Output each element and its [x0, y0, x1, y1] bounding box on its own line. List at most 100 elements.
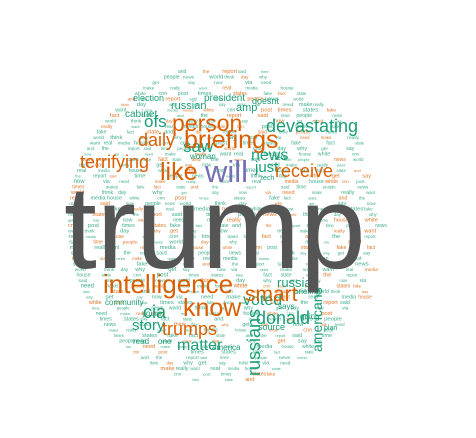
filler-word: white — [158, 168, 169, 173]
filler-word: day — [220, 306, 228, 311]
filler-word: want — [90, 141, 101, 147]
filler-word: world — [293, 97, 304, 102]
filler-word: and — [305, 234, 314, 240]
filler-word: post — [284, 207, 294, 213]
filler-word: news — [155, 278, 166, 283]
word-cia: cia — [143, 302, 167, 322]
filler-word: time — [107, 278, 115, 283]
filler-word: via — [245, 80, 253, 86]
filler-word: say — [212, 190, 220, 195]
filler-word: states — [303, 108, 319, 114]
filler-word: cnn — [342, 179, 349, 184]
filler-word: times — [202, 234, 216, 240]
filler-word: time — [281, 113, 290, 118]
filler-word: make — [143, 86, 155, 91]
filler-word: said — [79, 278, 88, 284]
filler-word: state — [280, 234, 290, 239]
filler-word: now — [293, 322, 304, 328]
word-going: going — [300, 312, 320, 321]
filler-word: fake — [300, 168, 309, 173]
filler-word: said — [238, 69, 247, 74]
filler-word: via — [324, 240, 330, 245]
filler-word: said — [251, 157, 261, 163]
filler-word: say — [314, 278, 322, 283]
filler-word: need — [280, 361, 291, 366]
filler-word: get — [170, 229, 178, 235]
filler-word: states — [106, 185, 119, 190]
filler-word: get — [332, 174, 340, 180]
filler-word: really — [313, 102, 325, 107]
filler-word: fake — [97, 130, 107, 136]
filler-word: make — [165, 152, 177, 157]
filler-word: times — [295, 124, 309, 130]
filler-word: people — [164, 75, 180, 81]
filler-word: need — [173, 218, 184, 224]
filler-word: think — [283, 251, 295, 257]
word-president: president — [204, 93, 245, 104]
filler-word: state — [183, 317, 193, 322]
filler-word: now — [217, 267, 226, 272]
filler-word: world — [317, 289, 330, 295]
filler-word: state — [239, 300, 247, 305]
filler-word: house — [334, 218, 349, 224]
filler-word: make — [161, 344, 171, 349]
filler-word: news — [151, 306, 163, 312]
filler-word: report — [189, 289, 200, 294]
filler-word: think — [224, 75, 235, 81]
filler-word: white — [223, 245, 233, 250]
filler-word: why — [134, 267, 145, 273]
filler-word: now — [123, 218, 133, 224]
filler-word: want — [220, 179, 230, 184]
filler-word: need — [261, 80, 272, 86]
filler-word: want — [250, 218, 259, 223]
filler-word: report — [222, 69, 237, 75]
filler-word: white — [233, 284, 249, 290]
filler-word: world — [168, 240, 183, 246]
filler-word: the — [165, 289, 172, 294]
filler-word: via — [276, 135, 282, 140]
filler-word: said — [277, 262, 287, 268]
filler-word: and — [178, 69, 187, 75]
filler-word: white — [324, 179, 338, 185]
filler-word: now — [74, 179, 86, 185]
filler-word: the — [249, 317, 255, 322]
filler-word: think — [331, 289, 341, 294]
filler-word: get — [181, 190, 187, 195]
filler-word: really — [261, 295, 273, 300]
filler-word: and — [190, 185, 198, 190]
filler-word: times — [189, 273, 199, 278]
filler-word: say — [183, 267, 191, 272]
filler-word: states — [276, 168, 289, 174]
filler-word: want — [154, 284, 164, 289]
filler-word: get — [198, 361, 207, 367]
filler-word: media — [342, 295, 357, 301]
filler-word: state — [176, 185, 186, 190]
word-doesnt: doesnt — [252, 96, 280, 106]
filler-word: post — [158, 350, 168, 355]
filler-word: people — [167, 174, 183, 180]
filler-word: get — [309, 201, 315, 206]
filler-word: white — [215, 124, 226, 129]
filler-word: real — [252, 179, 261, 185]
filler-word: fact — [317, 168, 325, 173]
filler-word: via — [342, 306, 349, 312]
filler-word: the — [133, 212, 140, 217]
filler-word: time — [220, 355, 229, 360]
filler-word: house — [282, 344, 295, 349]
filler-word: house — [201, 124, 215, 130]
filler-word: time — [302, 317, 314, 323]
filler-word: post — [157, 273, 169, 279]
filler-word: cnn — [169, 234, 178, 240]
filler-word: day — [241, 75, 249, 80]
filler-word: media — [167, 108, 179, 113]
filler-word: state — [111, 289, 123, 295]
filler-word: say — [227, 135, 236, 141]
filler-word: day — [120, 229, 129, 235]
filler-word: fact — [83, 289, 90, 294]
filler-word: cnn — [287, 311, 295, 316]
filler-word: day — [212, 339, 220, 344]
filler-word: news — [134, 339, 147, 345]
filler-word: fact — [154, 185, 162, 190]
filler-word: people — [298, 158, 309, 162]
